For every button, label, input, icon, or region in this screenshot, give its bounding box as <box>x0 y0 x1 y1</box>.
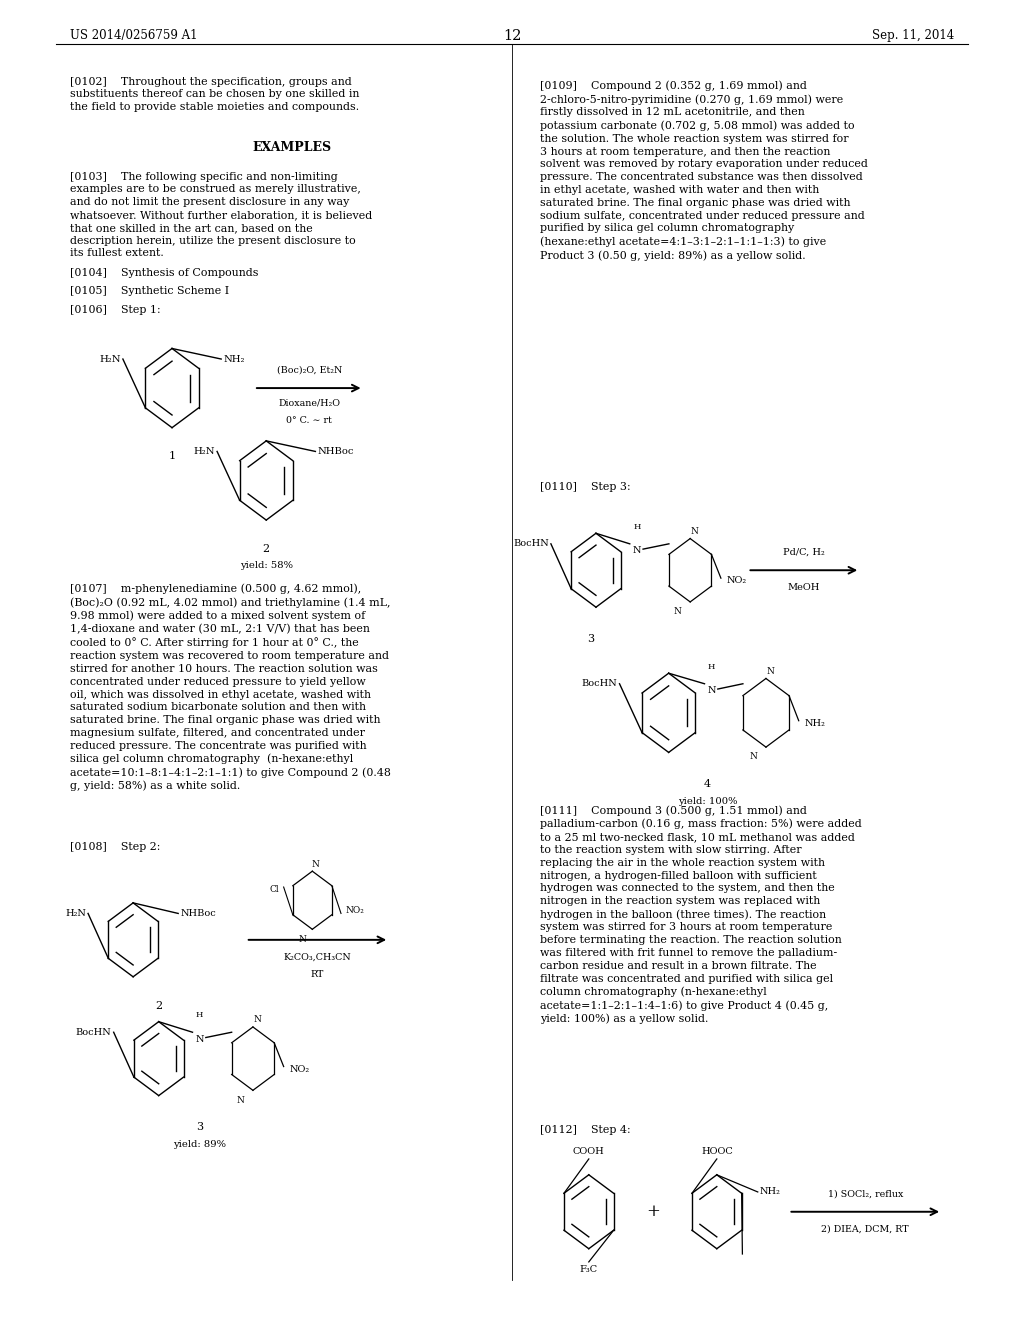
Text: N: N <box>766 667 774 676</box>
Text: 2: 2 <box>263 544 269 554</box>
Text: N: N <box>690 527 698 536</box>
Text: MeOH: MeOH <box>787 583 820 593</box>
Text: N: N <box>311 859 319 869</box>
Text: N: N <box>750 752 758 762</box>
Text: +: + <box>646 1204 660 1220</box>
Text: BocHN: BocHN <box>513 540 549 548</box>
Text: [0110]    Step 3:: [0110] Step 3: <box>540 482 631 492</box>
Text: H: H <box>708 663 716 671</box>
Text: [0112]    Step 4:: [0112] Step 4: <box>540 1125 631 1135</box>
Text: N: N <box>298 935 306 944</box>
Text: 4: 4 <box>705 779 711 789</box>
Text: HOOC: HOOC <box>700 1147 733 1156</box>
Text: [0105]    Synthetic Scheme I: [0105] Synthetic Scheme I <box>70 286 228 297</box>
Text: BocHN: BocHN <box>582 680 617 688</box>
Text: N: N <box>253 1015 261 1024</box>
Text: N: N <box>633 546 641 556</box>
Text: [0102]    Throughout the specification, groups and
substituents thereof can be c: [0102] Throughout the specification, gro… <box>70 77 359 112</box>
Text: N: N <box>196 1035 204 1044</box>
Text: 12: 12 <box>503 29 521 44</box>
Text: BocHN: BocHN <box>76 1028 112 1036</box>
Text: NHBoc: NHBoc <box>317 447 354 455</box>
Text: 0° C. ∼ rt: 0° C. ∼ rt <box>287 416 332 425</box>
Text: NH₂: NH₂ <box>760 1188 780 1196</box>
Text: [0107]    m-phenylenediamine (0.500 g, 4.62 mmol),
(Boc)₂O (0.92 mL, 4.02 mmol) : [0107] m-phenylenediamine (0.500 g, 4.62… <box>70 583 390 792</box>
Text: H: H <box>633 523 641 531</box>
Text: COOH: COOH <box>572 1147 605 1156</box>
Text: NH₂: NH₂ <box>223 355 245 363</box>
Text: NO₂: NO₂ <box>345 907 364 915</box>
Text: [0111]    Compound 3 (0.500 g, 1.51 mmol) and
palladium-carbon (0.16 g, mass fra: [0111] Compound 3 (0.500 g, 1.51 mmol) a… <box>540 805 861 1024</box>
Text: yield: 89%: yield: 89% <box>173 1140 226 1150</box>
Text: Cl: Cl <box>270 886 280 894</box>
Text: Dioxane/H₂O: Dioxane/H₂O <box>279 399 340 408</box>
Text: [0103]    The following specific and non-limiting
examples are to be construed a: [0103] The following specific and non-li… <box>70 172 372 259</box>
Text: [0109]    Compound 2 (0.352 g, 1.69 mmol) and
2-chloro-5-nitro-pyrimidine (0.270: [0109] Compound 2 (0.352 g, 1.69 mmol) a… <box>540 81 867 260</box>
Text: Pd/C, H₂: Pd/C, H₂ <box>783 548 824 557</box>
Text: [0106]    Step 1:: [0106] Step 1: <box>70 305 161 315</box>
Text: NH₂: NH₂ <box>805 719 825 727</box>
Text: 3: 3 <box>197 1122 203 1133</box>
Text: yield: 58%: yield: 58% <box>240 561 293 570</box>
Text: NO₂: NO₂ <box>290 1065 310 1073</box>
Text: [0104]    Synthesis of Compounds: [0104] Synthesis of Compounds <box>70 268 258 279</box>
Text: RT: RT <box>310 970 325 979</box>
Text: 1: 1 <box>169 451 175 462</box>
Text: 1) SOCl₂, reflux: 1) SOCl₂, reflux <box>827 1189 903 1199</box>
Text: N: N <box>708 686 716 696</box>
Text: K₂CO₃,CH₃CN: K₂CO₃,CH₃CN <box>284 953 351 962</box>
Text: (Boc)₂O, Et₂N: (Boc)₂O, Et₂N <box>276 366 342 375</box>
Text: 2: 2 <box>156 1001 162 1011</box>
Text: Sep. 11, 2014: Sep. 11, 2014 <box>872 29 954 42</box>
Text: H₂N: H₂N <box>66 909 86 917</box>
Text: N: N <box>237 1096 245 1105</box>
Text: EXAMPLES: EXAMPLES <box>252 141 332 154</box>
Text: yield: 100%: yield: 100% <box>678 797 737 807</box>
Text: H: H <box>196 1011 204 1019</box>
Text: F₃C: F₃C <box>580 1265 598 1274</box>
Text: US 2014/0256759 A1: US 2014/0256759 A1 <box>70 29 198 42</box>
Text: 3: 3 <box>588 634 594 644</box>
Text: NHBoc: NHBoc <box>180 909 216 917</box>
Text: N: N <box>674 607 682 616</box>
Text: H₂N: H₂N <box>99 355 121 363</box>
Text: H₂N: H₂N <box>194 447 215 455</box>
Text: NO₂: NO₂ <box>727 577 748 585</box>
Text: 2) DIEA, DCM, RT: 2) DIEA, DCM, RT <box>821 1225 909 1234</box>
Text: [0108]    Step 2:: [0108] Step 2: <box>70 842 160 853</box>
